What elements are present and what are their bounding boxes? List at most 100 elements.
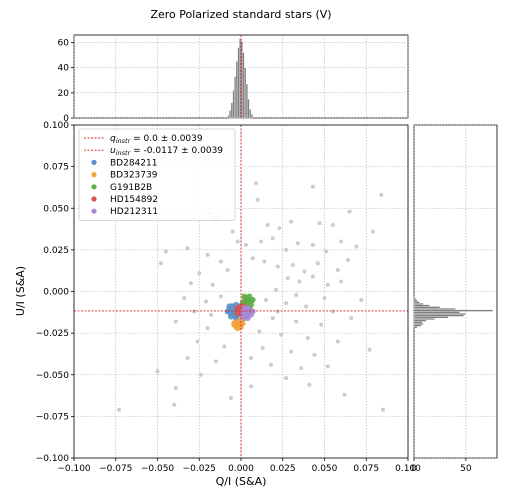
excluded-point [205, 326, 210, 331]
point-hd154892 [234, 310, 241, 317]
right-histogram-bar [413, 309, 493, 312]
excluded-point [310, 274, 315, 279]
excluded-point [218, 294, 223, 299]
point-hd212311 [244, 305, 251, 312]
excluded-point [289, 219, 294, 224]
point-hd212311 [243, 310, 250, 317]
excluded-point [312, 352, 317, 357]
excluded-point [225, 267, 230, 272]
excluded-point [317, 221, 322, 226]
right-histogram-bars [413, 296, 493, 329]
x-axis-ticks: −0.100 −0.075 −0.050 −0.025 0.000 0.025 0.050 0… [57, 458, 421, 474]
legend-marker-bd323739 [91, 172, 97, 178]
excluded-point [275, 264, 280, 269]
right-histogram-bar [413, 314, 464, 317]
x-tick-label: 0.050 [312, 464, 338, 474]
excluded-point [354, 244, 359, 249]
excluded-point [235, 239, 240, 244]
top-histogram-bar [250, 114, 253, 119]
excluded-point [325, 282, 330, 287]
top-histogram-bar [244, 67, 247, 119]
right-histogram-bar [413, 322, 424, 325]
excluded-point [379, 192, 384, 197]
right-histogram-bar [413, 321, 423, 324]
excluded-point [359, 297, 364, 302]
excluded-point [185, 246, 190, 251]
legend-series-label: HD154892 [110, 195, 158, 205]
excluded-point [277, 226, 282, 231]
legend-series-label: BD323739 [110, 171, 158, 181]
point-g191b2b [249, 296, 256, 303]
point-bd323739 [231, 321, 238, 328]
excluded-point [198, 372, 203, 377]
right-histogram-bar [413, 301, 420, 304]
top-y-tick-label: 60 [58, 39, 70, 49]
excluded-point [310, 184, 315, 189]
excluded-point [285, 276, 290, 281]
excluded-point [342, 392, 347, 397]
top-histogram-bar [245, 83, 248, 119]
excluded-point [185, 356, 190, 361]
right-histogram-bar [413, 311, 460, 314]
excluded-point [197, 271, 202, 276]
legend-value: = -0.0117 ± 0.0039 [130, 146, 223, 156]
excluded-point [270, 316, 275, 321]
excluded-point [117, 407, 122, 412]
top-histogram-panel: 0 20 40 60 [58, 34, 409, 124]
excluded-point [259, 239, 264, 244]
excluded-point [270, 236, 275, 241]
top-histogram-bar [235, 61, 238, 119]
excluded-point [208, 312, 213, 317]
top-histogram-bar [230, 102, 233, 119]
excluded-point [304, 304, 309, 309]
y-tick-label: 0.000 [43, 288, 69, 298]
excluded-point [188, 281, 193, 286]
right-histogram-bar [413, 298, 417, 300]
y-tick-label: −0.025 [36, 329, 69, 339]
x-axis-label: Q/I (S&A) [216, 475, 267, 488]
x-tick-label: 0.100 [395, 464, 421, 474]
right-x-tick-label: 0 [411, 464, 417, 474]
excluded-point [173, 319, 178, 324]
right-histogram-bar [413, 296, 416, 299]
excluded-point [203, 299, 208, 304]
y-tick-label: −0.050 [36, 371, 70, 381]
x-tick-label: −0.100 [57, 464, 91, 474]
point-bd284211 [226, 303, 233, 310]
excluded-point [249, 384, 254, 389]
legend-marker-hd212311 [91, 208, 97, 214]
excluded-point [284, 301, 289, 306]
excluded-point [264, 297, 269, 302]
right-histogram-bar [413, 299, 418, 302]
x-tick-label: 0.000 [228, 464, 254, 474]
top-histogram-bar [247, 98, 250, 119]
legend-subscript: instr [116, 137, 132, 145]
excluded-point [339, 279, 344, 284]
excluded-point [330, 222, 335, 227]
excluded-point [370, 229, 375, 234]
reference-lines [74, 35, 497, 458]
excluded-point [205, 252, 210, 257]
excluded-point [307, 382, 312, 387]
excluded-point [244, 242, 249, 247]
excluded-point [255, 197, 260, 202]
excluded-point [228, 396, 233, 401]
excluded-point [158, 261, 163, 266]
excluded-point [347, 209, 352, 214]
point-bd284211 [227, 313, 234, 320]
right-histogram-panel: 0 50 [411, 124, 498, 474]
excluded-point [230, 229, 235, 234]
chart-title: Zero Polarized standard stars (V) [150, 8, 331, 21]
y-tick-label: 0.025 [43, 246, 69, 256]
y-tick-label: 0.100 [43, 121, 69, 131]
excluded-point [275, 309, 280, 314]
excluded-point [330, 309, 335, 314]
excluded-point [279, 332, 284, 337]
right-histogram-bar [413, 316, 449, 319]
excluded-point [335, 267, 340, 272]
excluded-point [250, 256, 255, 261]
excluded-point [173, 386, 178, 391]
excluded-point [294, 292, 299, 297]
right-histogram-bar [413, 312, 467, 315]
